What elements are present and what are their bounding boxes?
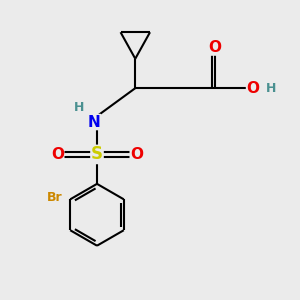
Text: N: N [88, 115, 100, 130]
Text: O: O [130, 147, 143, 162]
Text: Br: Br [47, 191, 63, 204]
Text: O: O [51, 147, 64, 162]
Text: S: S [91, 146, 103, 164]
Text: H: H [74, 101, 85, 114]
Text: H: H [266, 82, 276, 95]
Text: O: O [208, 40, 221, 55]
Text: O: O [247, 81, 260, 96]
